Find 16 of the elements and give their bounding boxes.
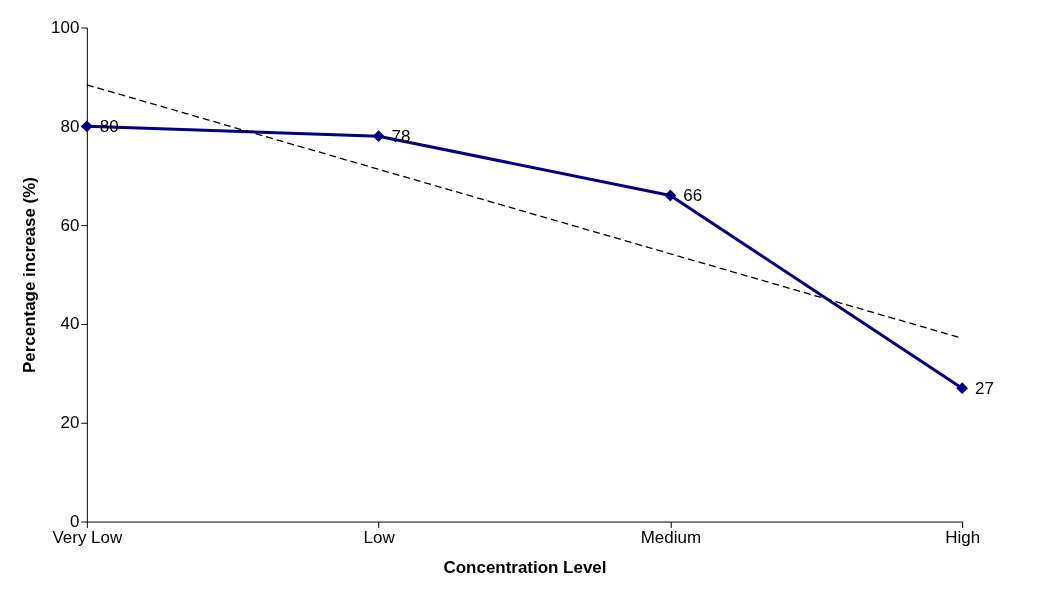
y-axis-title: Percentage increase (%) [20,177,40,374]
point [80,120,93,133]
point [664,189,677,202]
x-tick-label: High [945,528,981,548]
x-axis-title: Concentration Level [443,557,607,577]
point [956,382,969,395]
data-label: 27 [975,379,994,399]
x-tick-label: Low [363,528,396,548]
data-label: 66 [683,186,703,206]
y-tick-label: 80 [60,116,80,136]
y-tick-label: 40 [60,314,80,334]
y-tick-label: 60 [60,215,80,235]
point [372,130,385,143]
x-tick-label: Medium [640,528,702,548]
y-tick-label: 20 [60,413,80,433]
y-tick-label: 100 [51,18,80,37]
